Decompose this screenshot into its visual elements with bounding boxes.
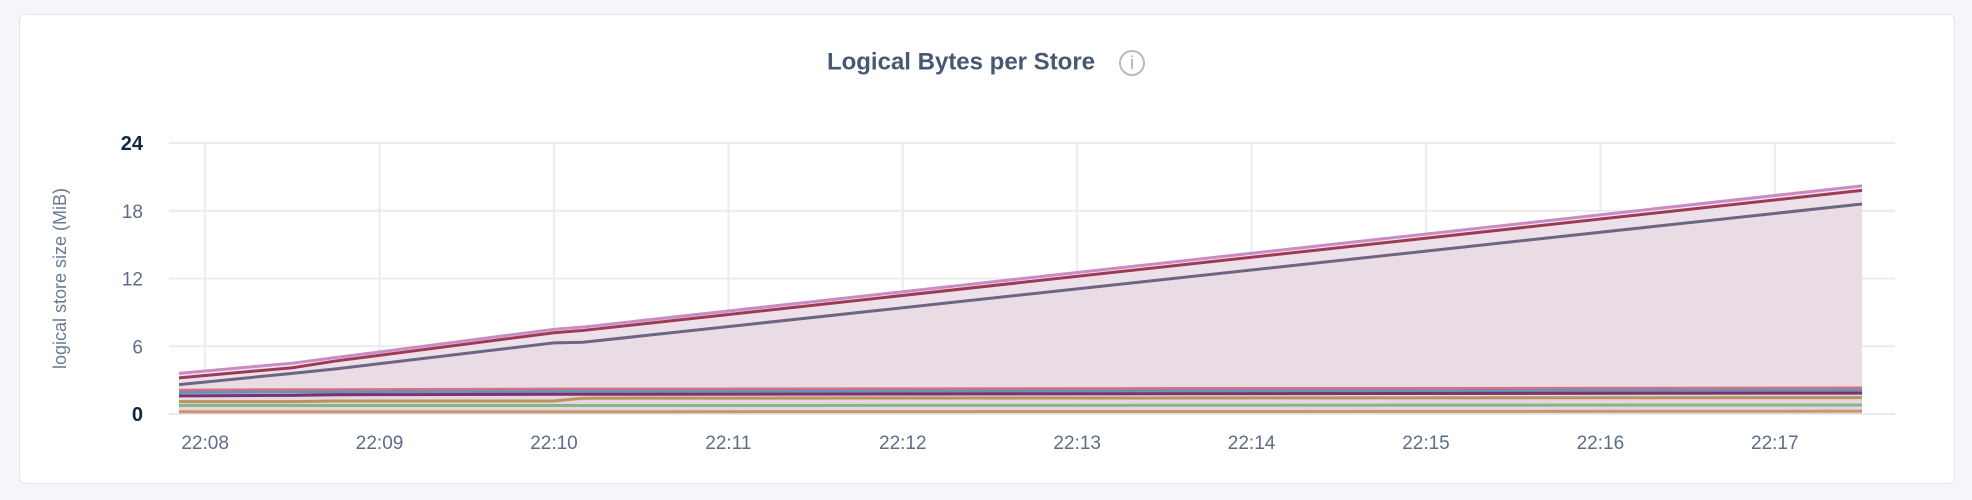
series-area bbox=[179, 203, 1862, 414]
x-tick-label: 22:13 bbox=[1053, 433, 1101, 454]
x-tick-label: 22:09 bbox=[356, 433, 404, 454]
series-line bbox=[178, 391, 1863, 398]
x-tick-label: 22:08 bbox=[181, 433, 229, 454]
x-tick-label: 22:17 bbox=[1751, 433, 1799, 454]
y-tick-label: 24 bbox=[121, 133, 144, 155]
series-line bbox=[178, 386, 1863, 392]
y-tick-label: 6 bbox=[132, 337, 143, 358]
x-tick-label: 22:14 bbox=[1228, 433, 1276, 454]
series-line bbox=[178, 388, 1863, 395]
series-line bbox=[178, 188, 1863, 380]
series-line bbox=[179, 396, 1863, 404]
series-line bbox=[179, 409, 1863, 414]
series-area bbox=[179, 185, 1862, 414]
y-tick-label: 0 bbox=[132, 404, 143, 426]
x-tick-label: 22:11 bbox=[705, 433, 751, 454]
y-tick-label: 18 bbox=[122, 202, 143, 223]
series-area bbox=[179, 190, 1862, 414]
series-line bbox=[179, 403, 1863, 408]
chart-title: Logical Bytes per Store bbox=[826, 48, 1096, 76]
x-tick-label: 22:15 bbox=[1402, 433, 1450, 454]
x-tick-label: 22:16 bbox=[1577, 433, 1625, 454]
y-tick-label: 12 bbox=[122, 270, 143, 291]
series-line bbox=[178, 202, 1863, 387]
series-area bbox=[179, 390, 1862, 414]
chart-title-row: Logical Bytes per Store i bbox=[0, 48, 1972, 77]
info-icon[interactable]: i bbox=[1119, 49, 1146, 76]
y-axis-label: logical store size (MiB) bbox=[50, 188, 70, 369]
x-tick-label: 22:12 bbox=[879, 433, 927, 454]
x-tick-label: 22:10 bbox=[530, 433, 578, 454]
series-line bbox=[178, 184, 1863, 375]
